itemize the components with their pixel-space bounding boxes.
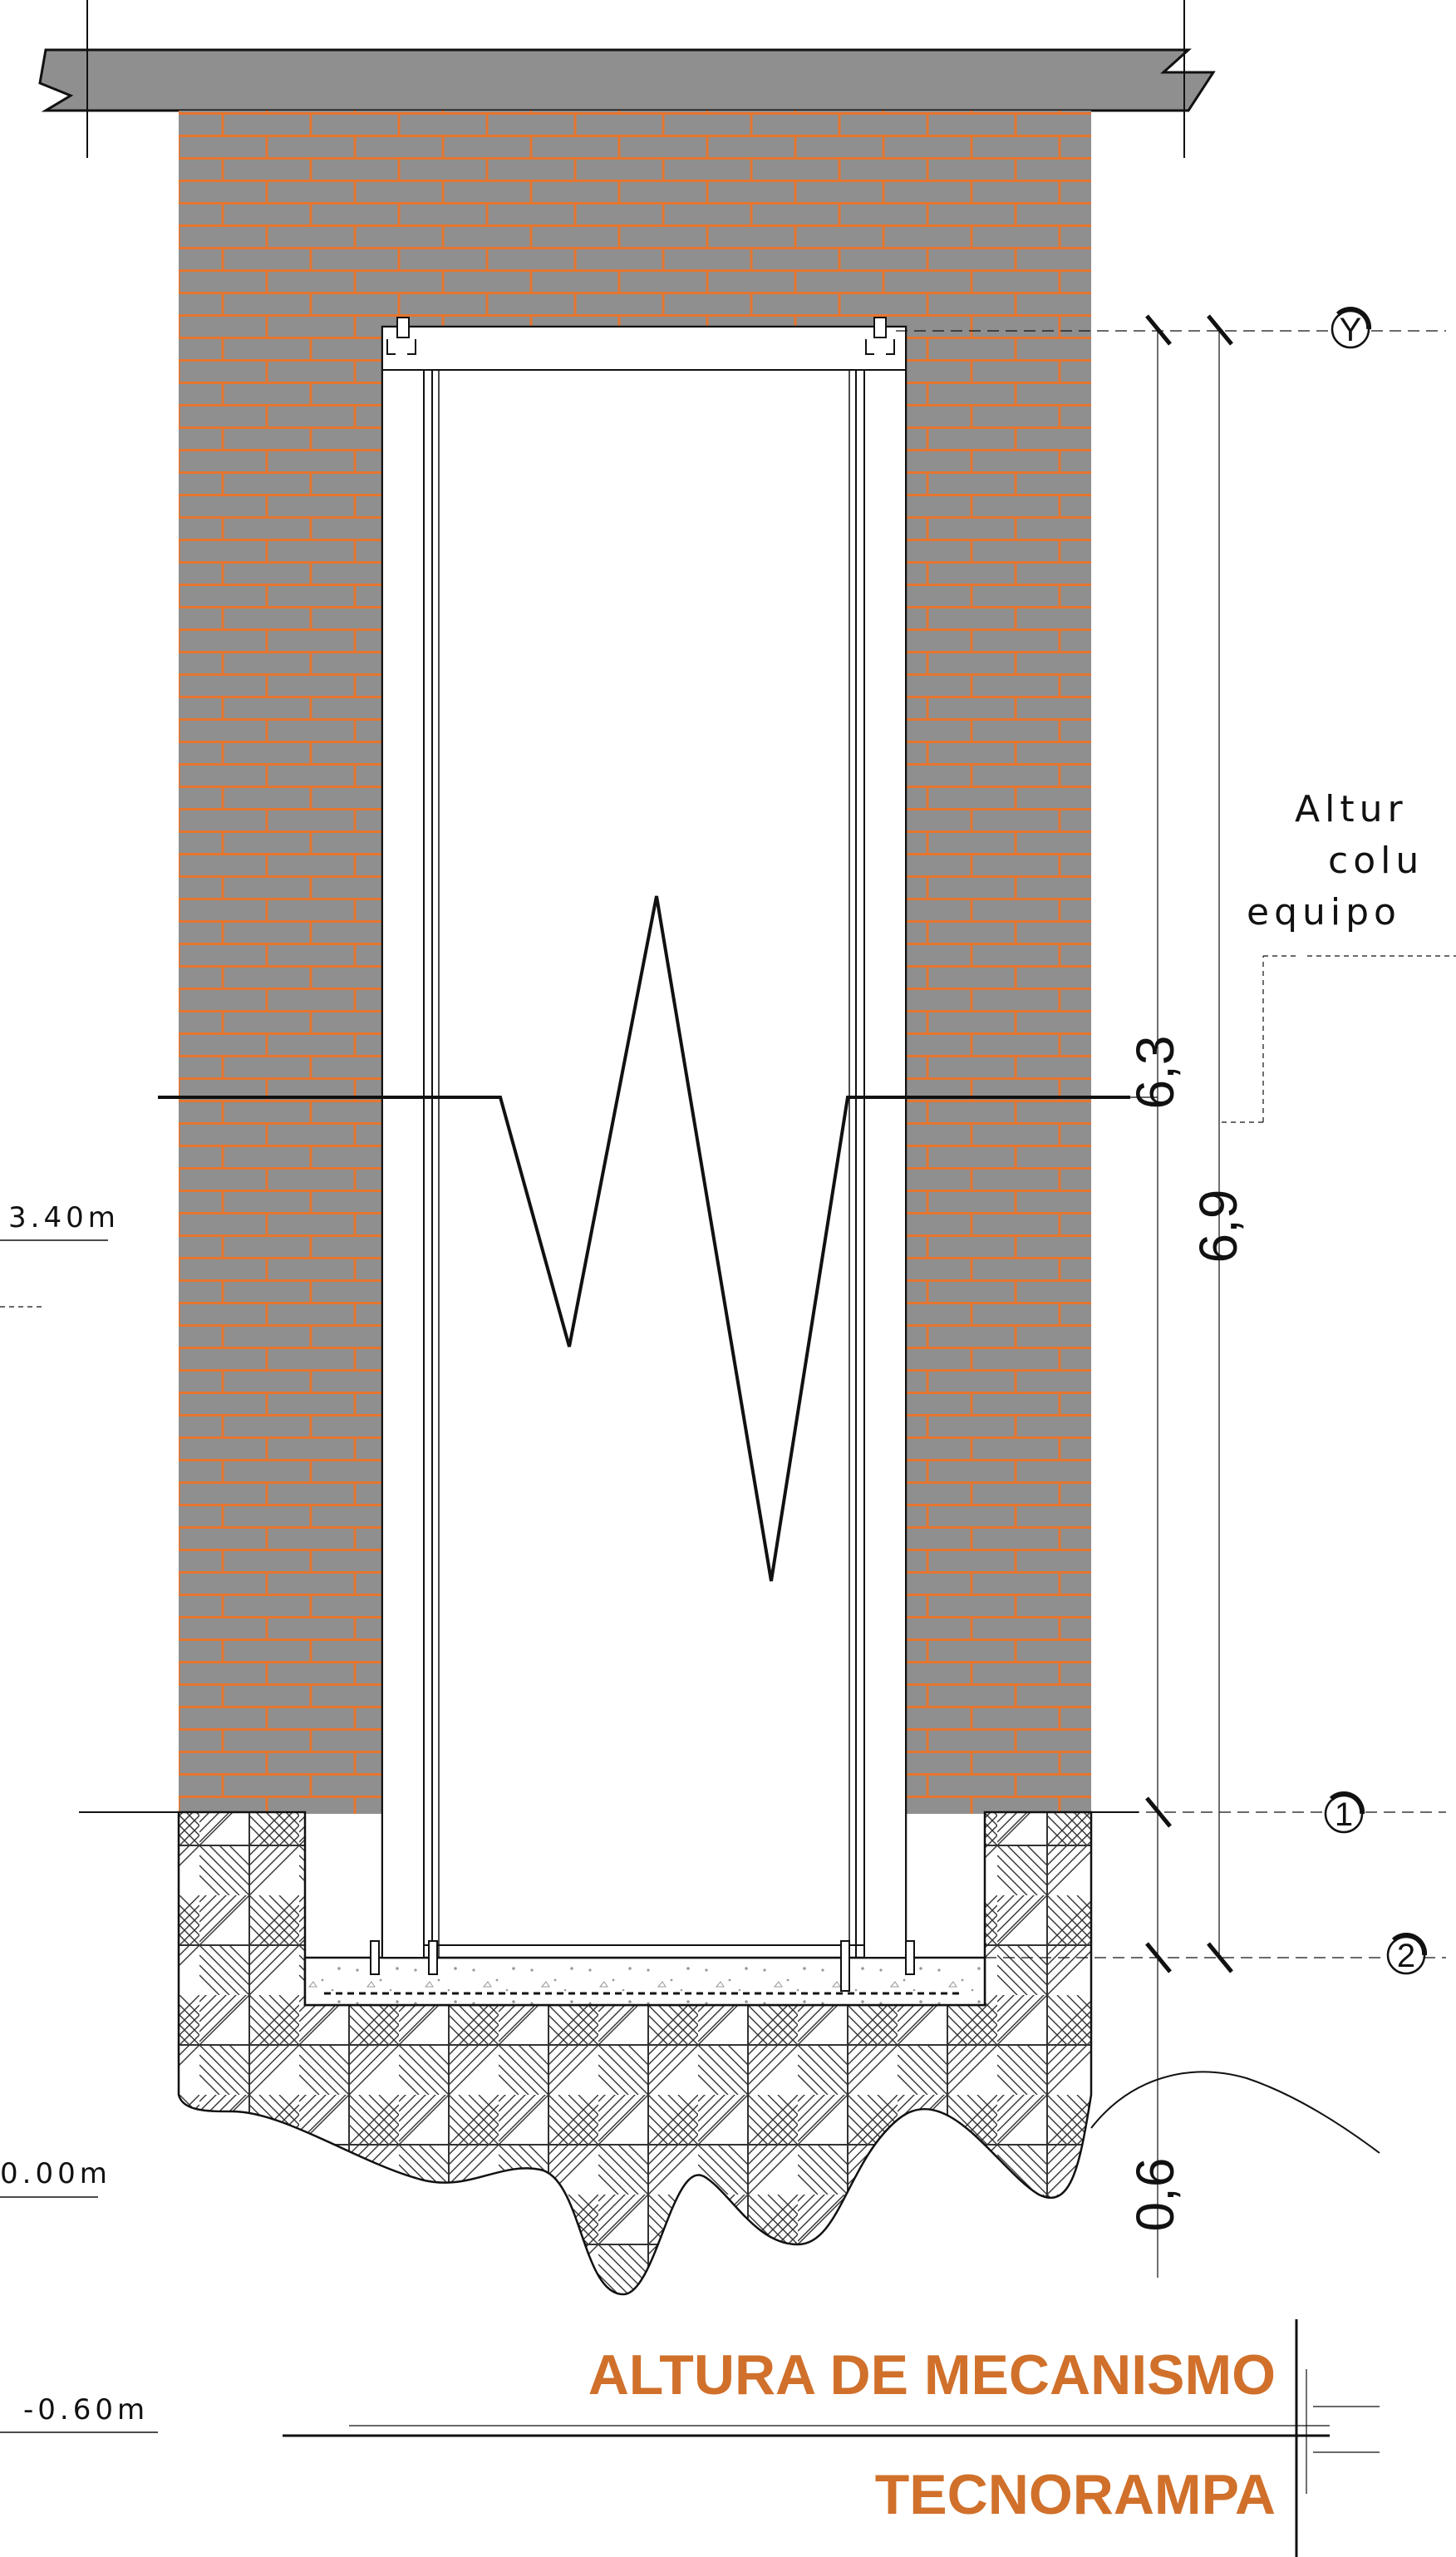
note-line-1: Altur	[1295, 788, 1408, 830]
level-ground: 0.00m	[0, 2157, 111, 2190]
shaft	[370, 317, 915, 1992]
title-main: ALTURA DE MECANISMO	[588, 2343, 1276, 2407]
dim-mechanism-height: 6,3	[1125, 1036, 1185, 1110]
pit-slab	[303, 1956, 986, 2007]
note-line-2: colu	[1328, 840, 1424, 882]
axis-label-1: 1	[1335, 1796, 1353, 1833]
terrain-line	[1090, 2071, 1380, 2154]
note-line-3: equipo	[1247, 891, 1401, 934]
title-sub: TECNORAMPA	[875, 2463, 1276, 2526]
dim-pit-depth: 0,6	[1125, 2158, 1185, 2232]
level-pit: -0.60m	[23, 2393, 149, 2426]
axis-marker-1: 1	[1324, 1791, 1365, 1834]
dimension-lines	[896, 314, 1456, 2278]
axis-marker-2: 2	[1386, 1933, 1428, 1975]
break-line	[158, 895, 1130, 1582]
title-block	[283, 2319, 1380, 2557]
axis-label-y: Y	[1340, 312, 1362, 348]
axis-marker-y: Y	[1331, 307, 1372, 349]
soil-hatch	[177, 1811, 1093, 2296]
top-slab	[38, 0, 1216, 158]
dim-total-height: 6,9	[1188, 1190, 1248, 1264]
axis-label-2: 2	[1397, 1938, 1415, 1974]
level-upper: 3.40m	[8, 1201, 120, 1234]
